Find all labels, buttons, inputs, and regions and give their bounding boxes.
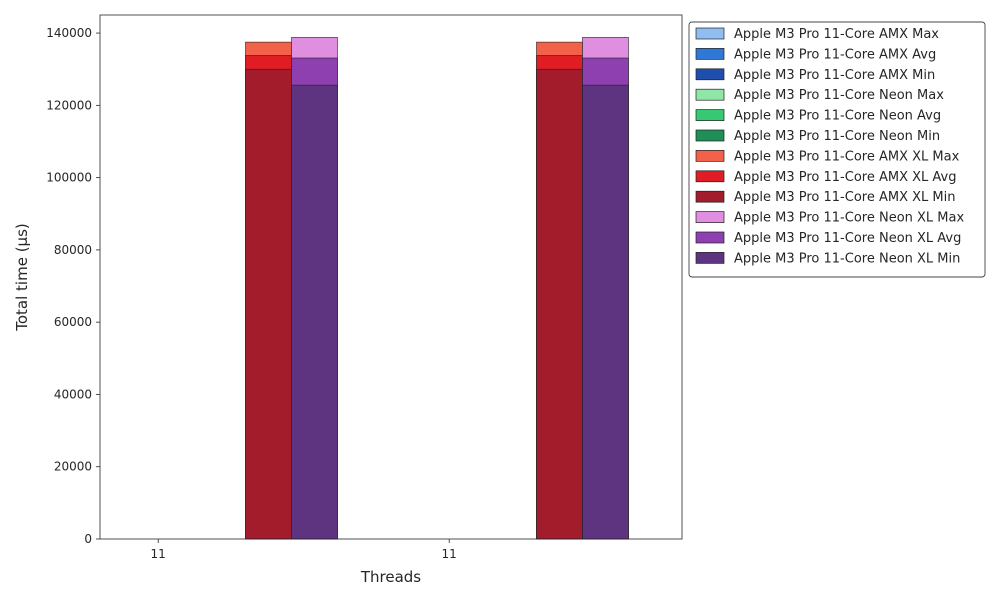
legend-label-9: Apple M3 Pro 11-Core AMX XL Min [734,190,955,205]
legend-label-8: Apple M3 Pro 11-Core AMX XL Avg [734,170,956,185]
legend-label-4: Apple M3 Pro 11-Core Neon Max [734,88,944,103]
bars-layer [245,37,629,540]
y-tick-label: 60000 [54,315,92,329]
bar-12-cat-1 [291,84,338,540]
legend-label-7: Apple M3 Pro 11-Core AMX XL Max [734,149,960,164]
plot-frame [99,14,683,540]
legend-label-3: Apple M3 Pro 11-Core AMX Min [734,68,935,83]
y-tick-label: 100000 [46,171,92,185]
x-axis-label: Threads [360,568,421,586]
bar-12-cat-2 [582,84,629,540]
legend-swatch-8 [695,170,725,183]
y-tick-label: 80000 [54,243,92,257]
legend-label-2: Apple M3 Pro 11-Core AMX Avg [734,47,936,62]
legend-label-12: Apple M3 Pro 11-Core Neon XL Min [734,251,960,266]
y-axis-label: Total time (µs) [13,223,31,332]
legend-swatch-2 [695,48,725,60]
legend-swatch-6 [695,129,725,142]
legend-swatch-5 [695,109,725,121]
x-tick-label: 11 [442,547,457,561]
y-tick-label: 0 [84,532,92,546]
y-tick-label: 140000 [46,26,92,40]
legend: Apple M3 Pro 11-Core AMX Max Apple M3 Pro… [688,21,986,278]
y-tick-label: 20000 [54,460,92,474]
legend-swatch-7 [695,150,725,162]
legend-swatch-11 [695,231,725,244]
legend-items: Apple M3 Pro 11-Core AMX Max Apple M3 Pro… [695,27,964,266]
y-tick-label: 120000 [46,98,92,112]
legend-label-10: Apple M3 Pro 11-Core Neon XL Max [734,211,964,226]
x-axis: 11 11 [151,539,457,561]
legend-label-11: Apple M3 Pro 11-Core Neon XL Avg [734,231,961,246]
legend-swatch-3 [695,68,725,81]
x-tick-label: 11 [151,547,166,561]
legend-label-5: Apple M3 Pro 11-Core Neon Avg [734,109,941,124]
y-axis: 0 20000 40000 60000 80000 100000 120000 140000 [46,26,100,546]
legend-swatch-12 [695,252,725,264]
legend-swatch-9 [695,190,725,203]
legend-swatch-4 [695,88,725,101]
y-tick-label: 40000 [54,387,92,401]
legend-label-6: Apple M3 Pro 11-Core Neon Min [734,129,940,144]
legend-label-1: Apple M3 Pro 11-Core AMX Max [734,27,939,42]
bar-9-cat-1 [245,68,292,540]
legend-swatch-10 [695,211,725,223]
legend-swatch-1 [695,27,725,40]
bar-9-cat-2 [536,68,583,540]
legend-frame [688,21,986,278]
